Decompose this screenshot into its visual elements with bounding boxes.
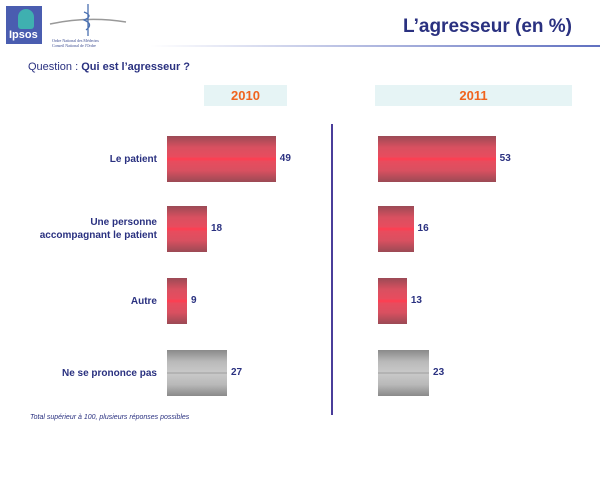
value-label-2011: 16 xyxy=(417,223,429,234)
bar-2010 xyxy=(167,206,207,252)
value-label-2010: 49 xyxy=(279,153,291,164)
bar-2010 xyxy=(167,278,187,324)
footnote: Total supérieur à 100, plusieurs réponse… xyxy=(30,414,190,421)
value-label-2010: 18 xyxy=(210,223,223,234)
category-label: Une personne accompagnant le patient xyxy=(39,217,157,241)
bar-2011 xyxy=(378,206,414,252)
category-label: Autre xyxy=(130,296,157,307)
org-line-1: Ordre National des Médecins xyxy=(52,38,99,43)
ipsos-logo: Ipsos xyxy=(6,6,42,44)
value-label-2011: 23 xyxy=(433,367,445,378)
year-header-2010: 2010 xyxy=(204,85,287,106)
bar-2011 xyxy=(378,278,407,324)
ordre-medecins-logo: Ordre National des Médecins Conseil Natio… xyxy=(48,2,128,48)
value-label-2010: 27 xyxy=(230,367,243,378)
bar-2011 xyxy=(378,136,496,182)
bar-2010 xyxy=(167,350,227,396)
header-rule xyxy=(150,45,600,47)
category-label: Le patient xyxy=(109,154,157,165)
question: Question : Qui est l’agresseur ? xyxy=(28,61,190,73)
category-label: Ne se prononce pas xyxy=(61,368,157,379)
value-label-2011: 53 xyxy=(499,153,511,164)
value-label-2011: 13 xyxy=(410,295,422,306)
bar-2010 xyxy=(167,136,276,182)
value-label-2010: 9 xyxy=(190,295,197,306)
org-line-2: Conseil National de l'Ordre xyxy=(52,43,96,48)
question-prefix: Question : xyxy=(28,61,82,73)
question-text: Qui est l’agresseur ? xyxy=(81,61,191,73)
divider xyxy=(331,124,333,415)
bar-2011 xyxy=(378,350,430,396)
year-header-2011: 2011 xyxy=(375,85,572,106)
page-title: L’agresseur (en %) xyxy=(403,16,572,37)
